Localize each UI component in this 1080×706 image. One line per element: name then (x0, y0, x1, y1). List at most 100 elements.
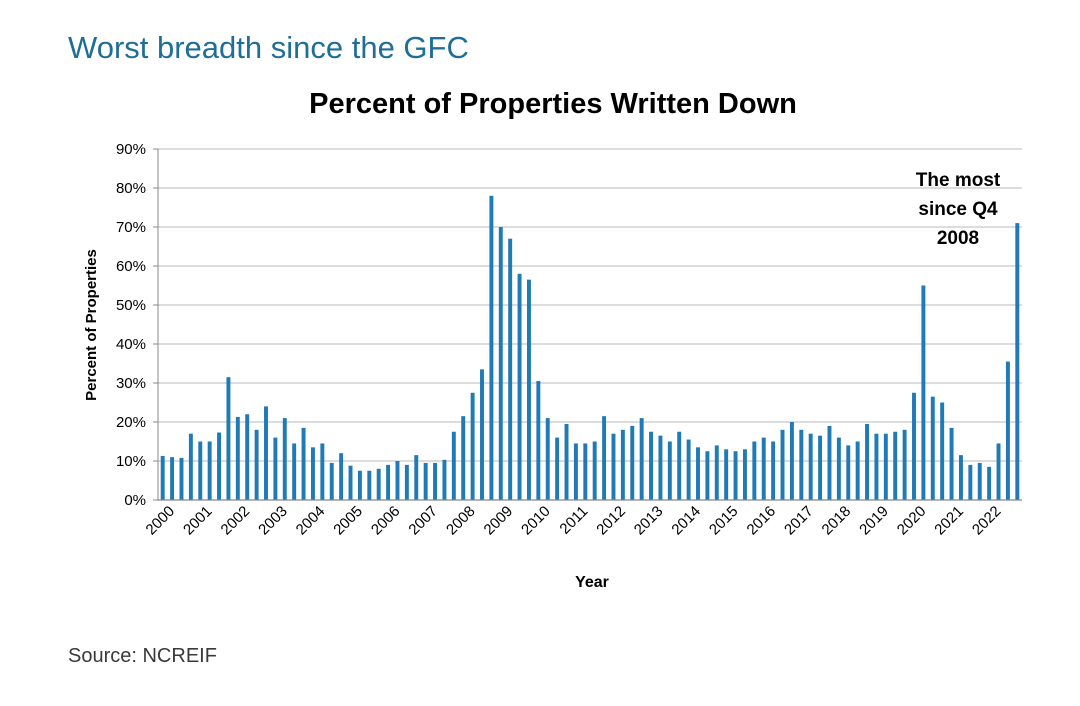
bar (386, 464, 391, 500)
bar (611, 433, 616, 500)
y-tick-label: 90% (116, 141, 146, 158)
x-tick-label: 2022 (969, 503, 1005, 539)
bar (1005, 361, 1010, 500)
bar (564, 423, 569, 500)
y-axis-ticks: 0% 10% 20% 30% 40% 50% 60% 70% 80% 90% (116, 141, 158, 509)
bar (461, 416, 466, 500)
bar (357, 470, 362, 500)
bar (846, 445, 851, 500)
bar (320, 443, 325, 500)
bar (940, 402, 945, 500)
x-tick-label: 2015 (706, 503, 742, 539)
bar (226, 377, 231, 500)
y-tick-label: 20% (116, 414, 146, 431)
bar (517, 273, 522, 500)
bar (301, 427, 306, 500)
bar (451, 431, 456, 500)
bar (771, 441, 776, 500)
y-tick-label: 70% (116, 219, 146, 236)
x-tick-label: 2001 (180, 503, 216, 539)
y-tick-label: 30% (116, 375, 146, 392)
bar (583, 443, 588, 500)
x-tick-label: 2021 (931, 503, 967, 539)
x-tick-label: 2019 (856, 503, 892, 539)
x-tick-label: 2010 (518, 503, 554, 539)
bar (827, 425, 832, 500)
x-tick-label: 2008 (443, 503, 479, 539)
bar (508, 238, 513, 500)
source-note: Source: NCREIF (68, 645, 217, 667)
bar (339, 453, 344, 500)
bar (968, 464, 973, 500)
bar (498, 227, 503, 500)
bar (987, 466, 992, 500)
bar (705, 451, 710, 500)
bar (198, 441, 203, 500)
bar (977, 462, 982, 500)
bar (724, 449, 729, 500)
bar (686, 439, 691, 500)
bar (235, 416, 240, 500)
y-tick-label: 60% (116, 258, 146, 275)
bar (470, 392, 475, 500)
annotation-line: The most (916, 170, 1001, 191)
y-axis-label: Percent of Properties (83, 249, 100, 401)
y-tick-label: 80% (116, 180, 146, 197)
x-tick-label: 2006 (368, 503, 404, 539)
bar (677, 431, 682, 500)
bar (818, 435, 823, 500)
bar (536, 381, 541, 500)
bar (573, 443, 578, 500)
bar (996, 443, 1001, 500)
bar (207, 441, 212, 500)
x-tick-label: 2005 (330, 503, 366, 539)
bar (404, 464, 409, 500)
bar (949, 427, 954, 500)
bar (808, 433, 813, 500)
chart-title: Percent of Properties Written Down (309, 88, 797, 120)
bar (282, 418, 287, 500)
bar (367, 470, 372, 500)
bar (930, 396, 935, 500)
bar (780, 429, 785, 500)
bar (696, 447, 700, 500)
bar (733, 451, 738, 500)
bar (376, 468, 381, 500)
y-tick-label: 40% (116, 336, 146, 353)
bar (433, 462, 438, 500)
bar (620, 429, 625, 500)
bar (348, 465, 353, 500)
bar (912, 392, 916, 500)
bar-chart: Percent of Properties Written Down 0% 10%… (83, 88, 1022, 591)
y-tick-label: 10% (116, 453, 146, 470)
x-tick-label: 2018 (819, 503, 855, 539)
x-tick-label: 2000 (143, 503, 179, 539)
bar (264, 406, 268, 500)
bar (752, 441, 757, 500)
x-tick-label: 2009 (481, 503, 517, 539)
bar (855, 441, 860, 500)
bar (874, 433, 879, 500)
bar (761, 437, 766, 500)
bar (273, 437, 278, 500)
headline: Worst breadth since the GFC (68, 30, 469, 65)
bars (160, 195, 1020, 501)
bar (649, 431, 654, 500)
bar (160, 455, 165, 500)
x-axis-label: Year (575, 574, 609, 591)
bar (902, 429, 907, 500)
bar (480, 369, 484, 500)
y-tick-label: 50% (116, 297, 146, 314)
bar (958, 455, 963, 500)
bar (179, 457, 184, 500)
bar (188, 433, 193, 500)
bar (414, 455, 419, 500)
annotation: The most since Q4 2008 (916, 170, 1001, 249)
bar (217, 432, 222, 500)
bar (667, 441, 672, 500)
bar (714, 445, 719, 500)
bar (442, 459, 447, 500)
bar (883, 433, 888, 500)
annotation-line: 2008 (937, 228, 979, 249)
x-tick-label: 2020 (894, 503, 930, 539)
